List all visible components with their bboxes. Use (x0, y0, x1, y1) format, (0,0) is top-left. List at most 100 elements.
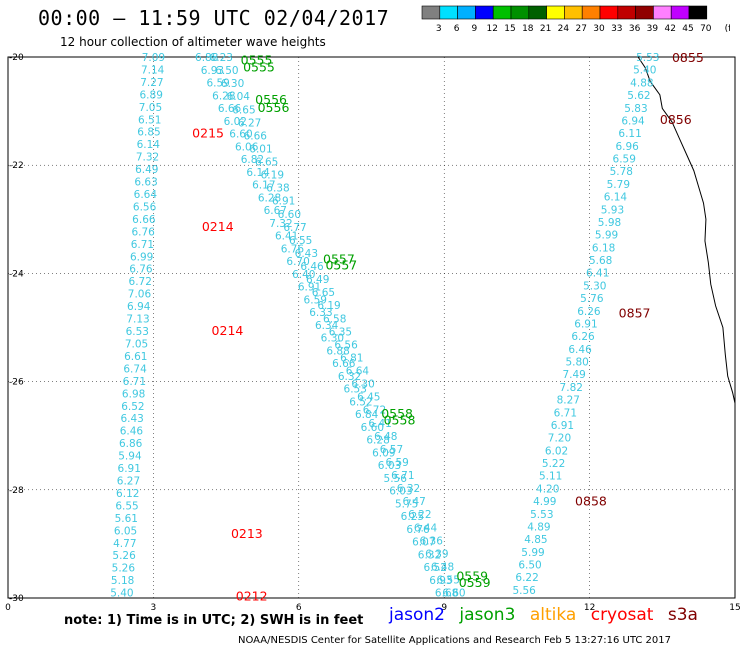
scale-label: 33 (611, 24, 622, 34)
pass-time-label: 0556 (255, 92, 287, 107)
wave-height-label: 6.59 (613, 154, 636, 166)
wave-height-label: 6.52 (121, 401, 144, 413)
wave-height-label: 5.53 (636, 52, 659, 64)
wave-height-label: 6.63 (134, 177, 157, 189)
wave-height-label: 6.32 (397, 483, 420, 495)
wave-height-label: 7.13 (126, 314, 149, 326)
wave-height-label: 6.05 (114, 525, 137, 537)
wave-height-label: 6.68 (435, 588, 458, 600)
wave-height-label: 7.14 (141, 64, 165, 76)
legend-altika: altika (529, 605, 577, 625)
wave-height-label: 6.52 (424, 562, 447, 574)
wave-height-label: 7.27 (140, 77, 163, 89)
wave-height-label: 6.76 (281, 243, 305, 255)
page-title: 00:00 – 11:59 UTC 02/04/2017 (38, 6, 390, 30)
legend-jason3: jason3 (459, 605, 516, 625)
wave-height-label: 6.53 (126, 326, 149, 338)
wave-height-label: 6.98 (122, 388, 145, 400)
pass-time-label: 0559 (459, 575, 491, 590)
wave-height-label: 4.99 (533, 496, 556, 508)
pass-time-label: 0556 (258, 100, 290, 115)
wave-height-label: 6.49 (135, 164, 158, 176)
wave-height-label: 6.14 (137, 139, 161, 151)
wave-height-label: 6.48 (374, 431, 397, 443)
wave-height-label: 6.86 (119, 438, 143, 450)
pass-time-label: 0857 (619, 305, 651, 320)
wave-height-plot: 0 3 6 9 12 15-20-22-24-26-28-307.097.147.276.… (5, 50, 740, 610)
wave-height-label: 6.03 (378, 460, 401, 472)
wave-height-label: 6.03 (389, 486, 412, 498)
wave-height-label: 6.40 (292, 269, 315, 281)
wave-height-label: 6.23 (210, 52, 233, 64)
wave-height-label: 6.56 (133, 201, 157, 213)
wave-height-label: 6.14 (246, 167, 270, 179)
wave-height-label: 6.18 (592, 242, 615, 254)
wave-height-label: 5.26 (112, 563, 136, 575)
wave-height-label: 6.91 (272, 196, 295, 208)
wave-height-label: 6.57 (380, 444, 403, 456)
wave-height-label: 6.64 (134, 189, 158, 201)
scale-label: 18 (522, 24, 534, 34)
pass-time-label: 0559 (456, 568, 488, 583)
wave-height-label: 7.32 (269, 218, 292, 230)
wave-height-label: 6.19 (261, 170, 284, 182)
wave-height-label: 6.44 (414, 522, 438, 534)
wave-height-label: 6.09 (372, 447, 395, 459)
wave-height-label: 4.85 (524, 534, 547, 546)
wave-height-label: 5.99 (595, 230, 618, 242)
wave-height-label: 6.59 (206, 78, 229, 90)
pass-time-label: 0858 (575, 494, 607, 509)
y-tick-label: -30 (9, 594, 24, 604)
wave-height-label: 7.20 (548, 433, 571, 445)
wave-height-label: 6.59 (385, 457, 408, 469)
wave-height-label: 5.22 (542, 458, 565, 470)
wave-height-label: 6.41 (275, 231, 298, 243)
pass-time-label: 0555 (241, 53, 273, 68)
wave-height-label: 6.55 (437, 575, 460, 587)
wave-height-label: 4.89 (527, 521, 550, 533)
wave-height-label: 6.66 (218, 103, 242, 115)
wave-height-label: 6.46 (300, 261, 324, 273)
wave-height-label: 7.82 (560, 382, 583, 394)
wave-height-label: 6.58 (323, 313, 346, 325)
wave-height-label: 5.93 (601, 204, 624, 216)
wave-height-label: 6.14 (604, 192, 628, 204)
wave-height-label: 6.66 (132, 214, 156, 226)
wave-height-label: 5.40 (110, 588, 133, 600)
wave-height-label: 5.68 (589, 255, 612, 267)
satellite-legend: jason2 jason3 altika cryosat s3a (389, 605, 707, 625)
wave-height-label: 6.49 (306, 274, 329, 286)
wave-height-label: 6.26 (577, 306, 601, 318)
wave-height-label: 5.94 (118, 451, 142, 463)
wave-height-label: 6.47 (402, 496, 425, 508)
wave-height-label: 6.46 (568, 344, 592, 356)
wave-height-label: 6.88 (195, 52, 218, 64)
wave-height-label: 6.46 (120, 426, 144, 438)
wave-height-label: 5.99 (521, 547, 544, 559)
pass-time-label: 0555 (243, 60, 275, 75)
wave-height-label: 6.64 (346, 366, 370, 378)
wave-height-label: 6.65 (312, 287, 335, 299)
wave-height-label: 6.81 (340, 352, 363, 364)
footer-credit: NOAA/NESDIS Center for Satellite Applica… (238, 635, 671, 646)
wave-height-label: 4.77 (113, 538, 136, 550)
pass-time-label: 0213 (231, 526, 263, 541)
wave-height-label: 5.56 (512, 585, 536, 597)
wave-height-label: 6.32 (418, 549, 441, 561)
wave-height-label: 6.91 (118, 463, 141, 475)
wave-height-label: 6.72 (129, 276, 152, 288)
wave-height-label: 6.27 (117, 475, 140, 487)
wave-height-label: 6.28 (258, 192, 281, 204)
wave-height-label: 6.30 (351, 379, 374, 391)
scale-label: 15 (504, 24, 515, 34)
legend-cryosat: cryosat (590, 605, 654, 625)
x-tick-label: 0 (5, 603, 11, 610)
wave-height-label: 7.32 (136, 152, 159, 164)
y-tick-label: -28 (9, 486, 24, 496)
pass-time-label: 0557 (325, 258, 357, 273)
scale-label: 21 (540, 24, 551, 34)
wave-height-label: 6.35 (329, 326, 352, 338)
wave-height-label: 6.32 (338, 371, 361, 383)
wave-height-label: 6.36 (420, 535, 444, 547)
